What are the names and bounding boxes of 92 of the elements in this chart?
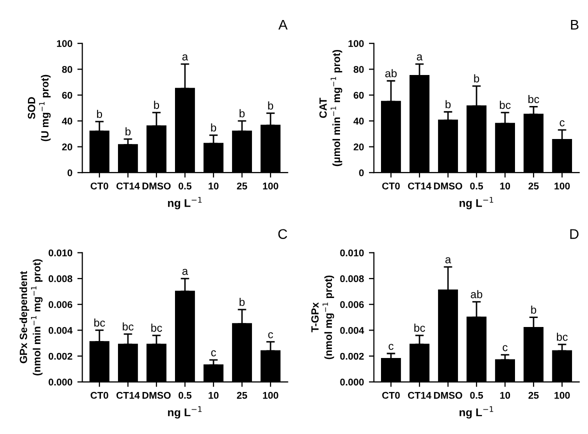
annotation: c bbox=[502, 345, 508, 352]
y-tick-label: 0.000 bbox=[48, 378, 72, 386]
annotation: bc bbox=[94, 318, 106, 327]
annotation: c bbox=[388, 344, 394, 350]
y-tick-label: 0.008 bbox=[340, 275, 364, 282]
annotation: a bbox=[182, 268, 188, 275]
y-tick-label: 100 bbox=[56, 40, 72, 48]
x-tick-label: CT14 bbox=[116, 392, 140, 399]
y-tick-label: 60 bbox=[354, 92, 364, 99]
y-tick-label: 20 bbox=[62, 144, 72, 150]
y-tick-label: 60 bbox=[62, 92, 72, 99]
x-tick-label: 10 bbox=[208, 182, 218, 190]
annotation: bc bbox=[151, 324, 162, 332]
annotation: c bbox=[268, 332, 274, 338]
x-tick-label: DMSO bbox=[142, 182, 171, 190]
x-tick-label: CT14 bbox=[408, 182, 432, 190]
annotation: b bbox=[531, 306, 536, 314]
annotation: b bbox=[474, 74, 480, 82]
x-tick-label: CT14 bbox=[408, 392, 432, 399]
annotation: a bbox=[416, 54, 423, 60]
x-axis-title: ng L$^{−1}$ bbox=[168, 196, 202, 210]
annotation: bc bbox=[556, 332, 568, 341]
y-axis-title: SOD (U mg$^{−1}$ prot) bbox=[28, 74, 51, 142]
y-tick-label: 20 bbox=[354, 144, 364, 150]
y-tick-label: 0.002 bbox=[48, 352, 72, 360]
x-tick-label: DMSO bbox=[434, 182, 462, 190]
annotation: ab bbox=[470, 290, 482, 298]
chart-title: B bbox=[571, 20, 578, 30]
annotation: b bbox=[240, 298, 245, 306]
x-tick-label: 0.5 bbox=[470, 182, 484, 190]
x-tick-label: 10 bbox=[208, 392, 218, 399]
annotation: bc bbox=[500, 100, 511, 109]
x-tick-label: 25 bbox=[528, 182, 539, 190]
x-tick-label: 0.5 bbox=[178, 182, 192, 190]
annotation: bc bbox=[122, 322, 134, 331]
x-tick-label: 0.5 bbox=[178, 392, 192, 399]
y-tick-label: 0.010 bbox=[340, 249, 364, 256]
annotation: bc bbox=[414, 324, 426, 332]
y-tick-label: 40 bbox=[353, 118, 364, 125]
annotation: a bbox=[445, 257, 452, 264]
y-tick-label: 40 bbox=[62, 118, 72, 125]
y-axis-title: CAT (μmol min$^{−1}$ mg$^{−1}$ prot) bbox=[319, 50, 342, 166]
y-tick-label: 0.002 bbox=[340, 352, 364, 360]
y-tick-label: 0 bbox=[359, 169, 364, 176]
x-tick-label: 100 bbox=[263, 182, 278, 190]
annotation: b bbox=[211, 123, 216, 132]
y-tick-label: 0.006 bbox=[48, 301, 72, 308]
y-tick-label: 0.004 bbox=[48, 326, 73, 334]
x-tick-label: 100 bbox=[263, 392, 278, 399]
y-tick-label: 80 bbox=[62, 66, 72, 73]
y-tick-label: 0.010 bbox=[48, 249, 72, 256]
chart-title: C bbox=[278, 229, 288, 239]
x-tick-label: 25 bbox=[528, 392, 539, 399]
x-axis-title: ng L$^{−1}$ bbox=[460, 406, 494, 419]
x-axis-title: ng L$^{−1}$ bbox=[460, 196, 494, 210]
y-tick-label: 0 bbox=[68, 169, 72, 176]
x-tick-label: CT14 bbox=[116, 182, 140, 190]
annotation: b bbox=[126, 127, 131, 136]
y-tick-label: 100 bbox=[348, 40, 364, 48]
y-tick-label: 0.004 bbox=[340, 326, 364, 334]
x-tick-label: CT0 bbox=[90, 392, 108, 399]
annotation: c bbox=[560, 120, 565, 126]
x-tick-label: DMSO bbox=[142, 392, 171, 399]
x-tick-label: CT0 bbox=[382, 392, 400, 399]
x-tick-label: 25 bbox=[236, 392, 248, 399]
x-tick-label: 10 bbox=[500, 182, 510, 190]
annotation: b bbox=[97, 110, 102, 118]
y-tick-label: 0.006 bbox=[340, 301, 364, 308]
y-tick-label: 0.008 bbox=[48, 275, 72, 282]
x-tick-label: 100 bbox=[554, 182, 570, 190]
annotation: bc bbox=[528, 94, 540, 104]
annotation: ab bbox=[385, 69, 397, 78]
annotation: c bbox=[211, 350, 216, 356]
annotation: b bbox=[240, 109, 245, 118]
x-tick-label: 100 bbox=[554, 392, 570, 399]
annotation: a bbox=[182, 54, 188, 60]
x-tick-label: 0.5 bbox=[470, 392, 484, 399]
annotation: b bbox=[446, 100, 451, 108]
y-axis-title: GPx Se-dependent (nmol min$^{−1}$ mg$^{−1}$ prot) bbox=[19, 259, 43, 376]
x-tick-label: 25 bbox=[236, 182, 248, 190]
y-axis-title: T-GPx (nmol mg$^{−1}$ prot) bbox=[311, 276, 334, 360]
x-axis-title: ng L$^{−1}$ bbox=[168, 406, 202, 419]
x-tick-label: CT0 bbox=[382, 182, 400, 190]
x-tick-label: 10 bbox=[500, 392, 510, 399]
x-tick-label: CT0 bbox=[90, 182, 108, 190]
annotation: b bbox=[268, 101, 274, 110]
y-tick-label: 0.000 bbox=[340, 378, 364, 386]
y-tick-label: 80 bbox=[354, 66, 364, 73]
chart-title: D bbox=[570, 229, 579, 239]
annotation: b bbox=[154, 100, 160, 109]
chart-title: A bbox=[278, 20, 288, 30]
x-tick-label: DMSO bbox=[434, 392, 462, 399]
